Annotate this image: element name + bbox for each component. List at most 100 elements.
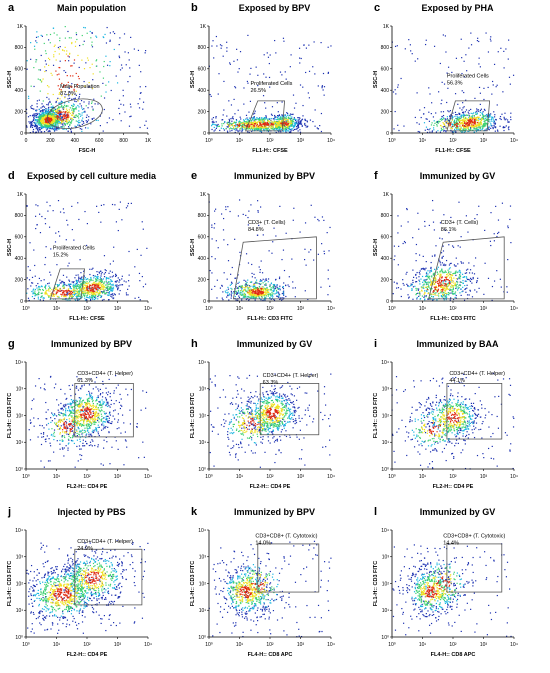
event-dot bbox=[227, 244, 229, 246]
event-dot bbox=[41, 121, 43, 123]
event-dot bbox=[79, 259, 81, 261]
event-dot bbox=[395, 287, 398, 289]
event-dot bbox=[251, 289, 253, 291]
event-dot bbox=[294, 287, 297, 289]
event-dot bbox=[280, 131, 282, 133]
event-dot bbox=[106, 284, 108, 286]
event-dot bbox=[41, 126, 43, 128]
event-dot bbox=[55, 288, 57, 290]
event-dot bbox=[81, 287, 83, 289]
event-dot bbox=[264, 102, 266, 104]
event-dot bbox=[213, 121, 215, 123]
event-dot bbox=[105, 284, 107, 286]
event-dot bbox=[428, 224, 430, 227]
event-dot bbox=[285, 120, 287, 122]
event-dot bbox=[276, 125, 278, 127]
event-dot bbox=[71, 281, 73, 283]
event-dot bbox=[462, 124, 464, 126]
event-dot bbox=[254, 286, 256, 289]
event-dot bbox=[231, 288, 233, 290]
event-dot bbox=[109, 65, 111, 67]
event-dot bbox=[231, 120, 233, 122]
event-dot bbox=[109, 270, 111, 272]
event-dot bbox=[230, 104, 233, 106]
event-dot bbox=[477, 128, 480, 130]
event-dot bbox=[484, 117, 486, 120]
event-dot bbox=[47, 125, 50, 128]
event-dot bbox=[238, 285, 241, 287]
event-dot bbox=[35, 113, 37, 115]
event-dot bbox=[30, 42, 32, 44]
event-dot bbox=[483, 87, 485, 89]
event-dot bbox=[467, 124, 469, 126]
event-dot bbox=[259, 290, 261, 292]
event-dot bbox=[455, 127, 457, 129]
panel-title: Exposed by cell culture media bbox=[26, 171, 157, 181]
event-dot bbox=[78, 293, 80, 296]
event-dot bbox=[27, 288, 29, 290]
event-dot bbox=[283, 115, 285, 118]
y-tick-label: 600 bbox=[15, 67, 24, 73]
event-dot bbox=[74, 293, 77, 295]
event-dot bbox=[86, 32, 88, 34]
event-dot bbox=[64, 293, 66, 295]
event-dot bbox=[244, 284, 246, 286]
event-dot bbox=[491, 299, 493, 302]
event-dot bbox=[468, 128, 470, 131]
event-dot bbox=[266, 117, 268, 120]
event-dot bbox=[247, 292, 249, 294]
event-dot bbox=[295, 126, 298, 128]
event-dot bbox=[99, 296, 102, 298]
event-dot bbox=[462, 123, 464, 125]
event-dot bbox=[79, 295, 81, 297]
event-dot bbox=[116, 286, 118, 288]
event-dot bbox=[445, 119, 447, 121]
event-dot bbox=[93, 293, 95, 295]
event-dot bbox=[103, 273, 105, 275]
event-dot bbox=[221, 119, 223, 121]
event-dot bbox=[44, 286, 46, 288]
event-dot bbox=[27, 95, 30, 97]
event-dot bbox=[66, 116, 68, 118]
event-dot bbox=[69, 52, 71, 55]
event-dot bbox=[95, 288, 97, 290]
event-dot bbox=[244, 121, 246, 123]
event-dot bbox=[38, 99, 40, 101]
event-dot bbox=[51, 109, 54, 112]
event-dot bbox=[288, 124, 291, 127]
event-dot bbox=[469, 121, 471, 123]
event-dot bbox=[44, 218, 46, 220]
event-dot bbox=[502, 127, 504, 129]
event-dot bbox=[227, 124, 229, 126]
event-dot bbox=[330, 45, 332, 47]
event-dot bbox=[108, 288, 110, 290]
event-dot bbox=[319, 125, 321, 127]
event-dot bbox=[49, 58, 51, 61]
event-dot bbox=[44, 117, 47, 119]
event-dot bbox=[463, 91, 465, 94]
event-dot bbox=[98, 211, 100, 214]
event-dot bbox=[98, 286, 100, 288]
event-dot bbox=[35, 121, 37, 123]
event-dot bbox=[128, 285, 130, 287]
event-dot bbox=[229, 284, 231, 286]
event-dot bbox=[68, 97, 71, 99]
event-dot bbox=[61, 95, 63, 97]
event-dot bbox=[50, 127, 52, 130]
event-dot bbox=[254, 297, 256, 299]
event-dot bbox=[251, 117, 253, 119]
event-dot bbox=[130, 115, 132, 117]
event-dot bbox=[76, 281, 78, 283]
event-dot bbox=[96, 279, 98, 281]
event-dot bbox=[103, 282, 105, 284]
event-dot bbox=[263, 118, 265, 120]
event-dot bbox=[36, 112, 38, 115]
event-dot bbox=[248, 126, 250, 128]
event-dot bbox=[62, 274, 65, 276]
event-dot bbox=[33, 297, 35, 300]
event-dot bbox=[227, 260, 230, 262]
event-dot bbox=[57, 126, 59, 128]
event-dot bbox=[62, 287, 64, 289]
event-dot bbox=[87, 290, 89, 293]
event-dot bbox=[43, 297, 45, 299]
